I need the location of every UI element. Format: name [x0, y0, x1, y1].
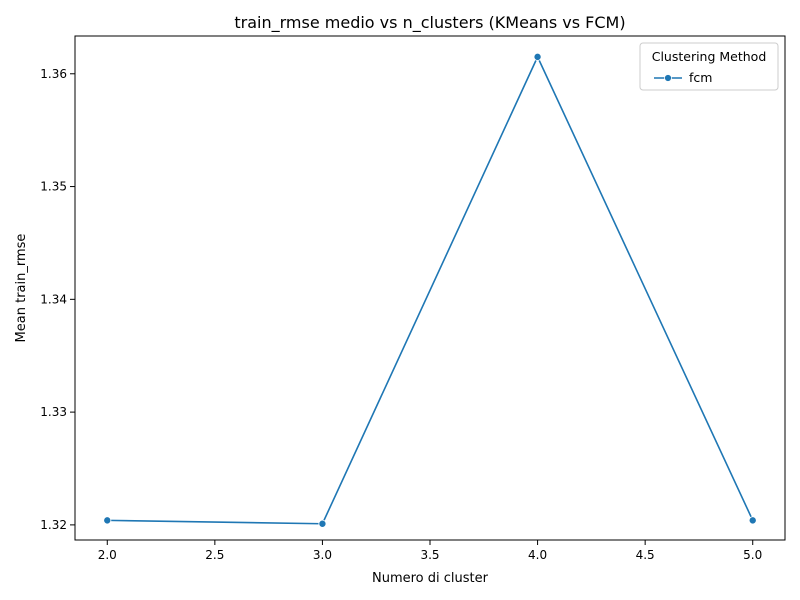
x-tick-label: 3.0 [313, 548, 332, 562]
x-tick-label: 3.5 [420, 548, 439, 562]
legend-title: Clustering Method [652, 49, 767, 64]
x-axis-label: Numero di cluster [372, 571, 489, 586]
y-axis-label: Mean train_rmse [14, 234, 29, 343]
y-tick-label: 1.36 [40, 67, 67, 81]
axes-frame [74, 35, 786, 541]
chart-title: train_rmse medio vs n_clusters (KMeans v… [234, 13, 625, 33]
data-point-fcm [103, 516, 112, 525]
x-axis-ticks: 2.0 2.5 3.0 3.5 4.0 4.5 5.0 [98, 540, 762, 562]
x-tick-label: 5.0 [743, 548, 762, 562]
y-tick-label: 1.32 [40, 518, 67, 532]
legend-marker-fcm [664, 74, 672, 82]
x-tick-label: 4.5 [636, 548, 655, 562]
data-point-fcm [748, 516, 757, 525]
x-tick-label: 2.0 [98, 548, 117, 562]
legend: Clustering Method fcm [639, 42, 779, 91]
x-tick-label: 2.5 [205, 548, 224, 562]
data-point-fcm [533, 52, 542, 61]
y-tick-label: 1.34 [40, 292, 67, 306]
y-tick-label: 1.33 [40, 405, 67, 419]
data-point-fcm [318, 519, 327, 528]
y-tick-label: 1.35 [40, 180, 67, 194]
series-line-fcm [107, 56, 754, 525]
plot-area [103, 52, 757, 528]
legend-entry-fcm: fcm [689, 70, 712, 85]
y-axis-ticks: 1.32 1.33 1.34 1.35 1.36 [40, 67, 75, 532]
x-tick-label: 4.0 [528, 548, 547, 562]
